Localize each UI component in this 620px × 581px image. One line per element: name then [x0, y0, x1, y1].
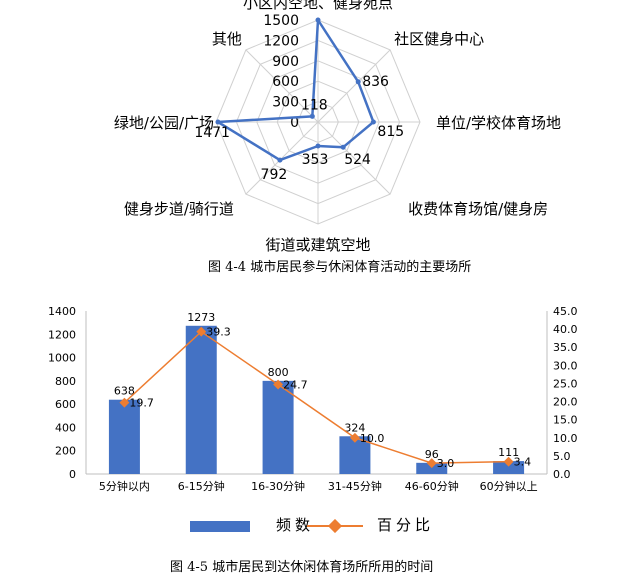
bar-4 — [416, 462, 448, 474]
radar-point-6 — [215, 119, 221, 125]
right-tick-label-4: 20.0 — [553, 396, 578, 409]
percent-value-label-1: 39.3 — [206, 326, 231, 339]
percent-value-label-5: 3.4 — [514, 456, 532, 469]
radar-tick-label-3: 900 — [272, 54, 299, 70]
x-category-label-0: 5分钟以内 — [99, 479, 150, 493]
right-tick-label-2: 10.0 — [553, 432, 578, 445]
left-tick-label-3: 600 — [55, 398, 76, 411]
percent-value-label-2: 24.7 — [283, 379, 308, 392]
radar-spoke-1 — [317, 49, 391, 123]
radar-category-label-5: 健身步道/骑行道 — [124, 200, 234, 218]
radar-value-label-4: 353 — [302, 152, 329, 168]
legend-bar-label: 频数 — [276, 516, 315, 534]
percent-line — [123, 330, 509, 464]
radar-category-label-0: 小区内空地、健身苑点 — [243, 0, 393, 12]
percent-point-1 — [196, 326, 207, 337]
radar-category-label-6: 绿地/公园/广场 — [114, 114, 214, 132]
bar-value-label-4: 96 — [425, 448, 439, 461]
left-tick-label-5: 1000 — [48, 352, 76, 365]
radar-value-label-3: 524 — [344, 152, 371, 168]
radar-tick-label-5: 1500 — [263, 13, 299, 29]
percent-point-5 — [503, 456, 514, 467]
bar-2 — [262, 380, 294, 474]
right-tick-label-0: 0.0 — [553, 468, 571, 481]
radar-value-label-5: 792 — [261, 167, 288, 183]
right-tick-label-6: 30.0 — [553, 359, 578, 372]
percent-point-3 — [349, 432, 360, 443]
radar-point-0 — [315, 17, 321, 23]
right-tick-label-7: 35.0 — [553, 341, 578, 354]
radar-point-7 — [309, 113, 315, 119]
radar-category-label-3: 收费体育场馆/健身房 — [408, 200, 548, 218]
percent-value-label-4: 3.0 — [437, 457, 455, 470]
legend-line-label: 百分比 — [377, 516, 435, 534]
right-tick-label-5: 25.0 — [553, 377, 578, 390]
radar-point-3 — [340, 144, 346, 150]
radar-point-2 — [370, 119, 376, 125]
radar-point-4 — [315, 143, 321, 149]
bar-value-label-1: 1273 — [187, 311, 215, 324]
radar-caption: 图 4-4 城市居民参与休闲体育活动的主要场所 — [208, 260, 472, 275]
radar-tick-label-1: 300 — [272, 95, 299, 111]
bar-value-label-5: 111 — [498, 446, 519, 459]
legend-line: 百分比 — [307, 514, 434, 535]
radar-category-label-4: 街道或建筑空地 — [265, 236, 370, 254]
percent-point-2 — [273, 379, 284, 390]
right-tick-label-1: 5.0 — [553, 450, 571, 463]
left-tick-label-4: 800 — [55, 375, 76, 388]
bar-0 — [108, 399, 140, 474]
radar-category-label-2: 单位/学校体育场地 — [436, 114, 561, 132]
left-tick-label-6: 1200 — [48, 328, 76, 341]
radar-point-1 — [355, 79, 361, 85]
left-tick-label-2: 400 — [55, 421, 76, 434]
right-tick-label-8: 40.0 — [553, 323, 578, 336]
left-tick-label-7: 1400 — [48, 305, 76, 318]
radar-point-5 — [277, 157, 283, 163]
x-category-label-2: 16-30分钟 — [251, 479, 305, 493]
bar-value-label-2: 800 — [268, 366, 289, 379]
left-tick-label-0: 0 — [69, 468, 76, 481]
radar-value-label-7: 118 — [301, 97, 328, 113]
right-tick-label-3: 15.0 — [553, 414, 578, 427]
percent-point-4 — [426, 458, 437, 469]
radar-spoke-7 — [245, 49, 319, 123]
radar-tick-label-4: 1200 — [263, 33, 299, 49]
radar-value-label-1: 836 — [362, 74, 389, 90]
left-tick-label-1: 200 — [55, 445, 76, 458]
radar-tick-label-0: 0 — [290, 115, 299, 131]
bar-5 — [493, 461, 525, 474]
radar-category-label-7: 其他 — [212, 30, 242, 48]
x-category-label-3: 31-45分钟 — [328, 479, 382, 493]
bar-1 — [185, 325, 217, 474]
radar-tick-label-2: 600 — [272, 74, 299, 90]
right-tick-label-9: 45.0 — [553, 305, 578, 318]
radar-spoke-3 — [317, 121, 391, 195]
bar-value-label-3: 324 — [344, 421, 365, 434]
percent-value-label-0: 19.7 — [129, 397, 154, 410]
radar-value-label-2: 815 — [377, 124, 404, 140]
radar-value-label-6: 1471 — [194, 125, 230, 141]
legend-bar-swatch — [190, 520, 250, 532]
radar-category-label-1: 社区健身中心 — [394, 30, 484, 48]
legend-line-swatch — [307, 519, 363, 533]
legend-bar: 频数 — [190, 514, 314, 535]
percent-value-label-3: 10.0 — [360, 432, 385, 445]
x-category-label-4: 46-60分钟 — [405, 479, 459, 493]
combo-caption: 图 4-5 城市居民到达休闲体育场所所用的时间 — [170, 560, 434, 575]
bar-value-label-0: 638 — [114, 385, 135, 398]
x-category-label-1: 6-15分钟 — [178, 479, 225, 493]
x-category-label-5: 60分钟以上 — [480, 479, 538, 493]
